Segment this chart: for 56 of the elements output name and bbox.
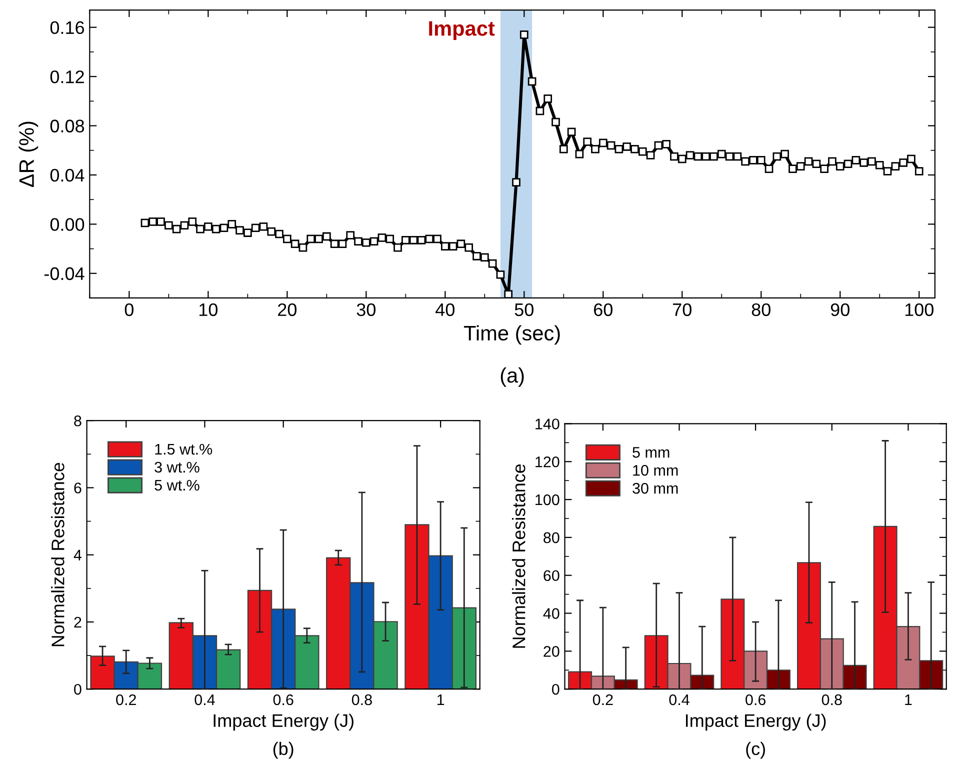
- x-tick-label: 0.6: [746, 694, 766, 706]
- y-tick-label: 0.08: [50, 120, 84, 132]
- x-tick-label: 1: [905, 694, 912, 706]
- x-tick-label: 80: [752, 303, 770, 316]
- legend-label: 10 mm: [633, 464, 678, 476]
- x-tick-label: 0.8: [352, 694, 372, 706]
- x-axis-title: Impact Energy (J): [686, 714, 826, 731]
- y-axis-title: Normalized Resistance: [51, 462, 64, 646]
- text: (c): [746, 742, 765, 759]
- y-tick-label: 80: [544, 532, 560, 544]
- y-tick-label: 40: [543, 608, 560, 619]
- text: (a): [500, 367, 524, 387]
- x-tick-label: 1: [437, 694, 444, 706]
- y-tick-label: 120: [536, 456, 560, 468]
- y-tick-label: 0.16: [50, 21, 84, 34]
- legend-label: 3 wt.%: [154, 462, 200, 473]
- x-tick-label: 20: [278, 303, 296, 316]
- y-tick-label: 8: [74, 415, 82, 426]
- x-tick-label: 0.6: [273, 694, 294, 706]
- y-tick-label: 20: [544, 646, 560, 657]
- x-tick-label: 0.4: [194, 694, 215, 706]
- y-axis-title: ΔR (%): [18, 122, 38, 187]
- y-tick-label: 100: [536, 494, 560, 506]
- x-tick-label: 40: [436, 303, 454, 316]
- y-tick-label: -0.04: [44, 267, 84, 280]
- x-tick-label: 90: [830, 303, 850, 316]
- x-tick-label: 50: [514, 303, 534, 316]
- x-tick-label: 0.8: [822, 694, 842, 706]
- x-tick-label: 0: [124, 303, 134, 316]
- y-tick-label: 6: [74, 482, 82, 494]
- x-tick-label: 0.2: [116, 694, 136, 706]
- x-tick-label: 70: [673, 303, 692, 316]
- x-tick-label: 0.4: [669, 694, 690, 706]
- y-tick-label: 4: [74, 550, 82, 560]
- y-axis-title: Normalized Resistance: [512, 464, 526, 648]
- x-tick-label: 10: [200, 303, 218, 316]
- legend-label: 5 wt.%: [154, 480, 200, 491]
- legend-label: 5 mm: [632, 447, 670, 458]
- y-tick-label: 0.12: [50, 70, 84, 84]
- x-tick-label: 60: [594, 303, 612, 316]
- y-tick-label: 2: [74, 616, 82, 628]
- x-axis-title: Impact Energy (J): [214, 714, 354, 731]
- x-tick-label: 100: [905, 303, 934, 316]
- x-axis-title: Time (sec): [464, 325, 560, 345]
- x-tick-label: 30: [356, 303, 376, 316]
- y-tick-label: 0.04: [50, 168, 84, 182]
- legend-label: 1.5 wt.%: [155, 444, 212, 455]
- y-tick-label: 140: [536, 418, 560, 430]
- y-tick-label: 0: [74, 684, 82, 695]
- legend-label: 30 mm: [632, 482, 678, 494]
- band-label: Impact: [429, 21, 495, 40]
- y-tick-label: 60: [544, 570, 560, 582]
- text: (b): [273, 742, 294, 759]
- x-tick-label: 0.2: [592, 694, 613, 706]
- y-tick-label: 0.00: [50, 218, 84, 231]
- y-tick-label: 0: [552, 684, 560, 695]
